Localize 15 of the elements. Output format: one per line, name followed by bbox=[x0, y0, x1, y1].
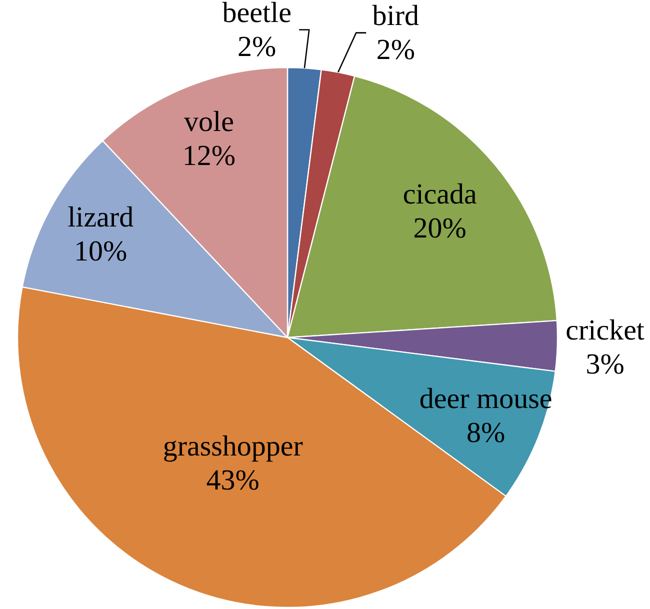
data-label: 20% bbox=[413, 212, 466, 244]
data-label: 3% bbox=[586, 348, 624, 380]
data-label: 8% bbox=[466, 417, 506, 450]
slice-label: beetle bbox=[222, 0, 292, 29]
slice-label: bird bbox=[372, 0, 420, 32]
data-label: 10% bbox=[74, 236, 128, 268]
slice-label: lizard bbox=[68, 202, 134, 234]
data-label: 2% bbox=[376, 34, 415, 66]
slice-label: cicada bbox=[402, 178, 478, 210]
slice-label: grasshopper bbox=[162, 430, 304, 463]
data-label: 2% bbox=[238, 30, 276, 63]
slice-label: vole bbox=[184, 106, 234, 138]
slice-label: cricket bbox=[566, 314, 644, 346]
data-label: 12% bbox=[182, 140, 236, 172]
data-label: 43% bbox=[206, 464, 260, 497]
